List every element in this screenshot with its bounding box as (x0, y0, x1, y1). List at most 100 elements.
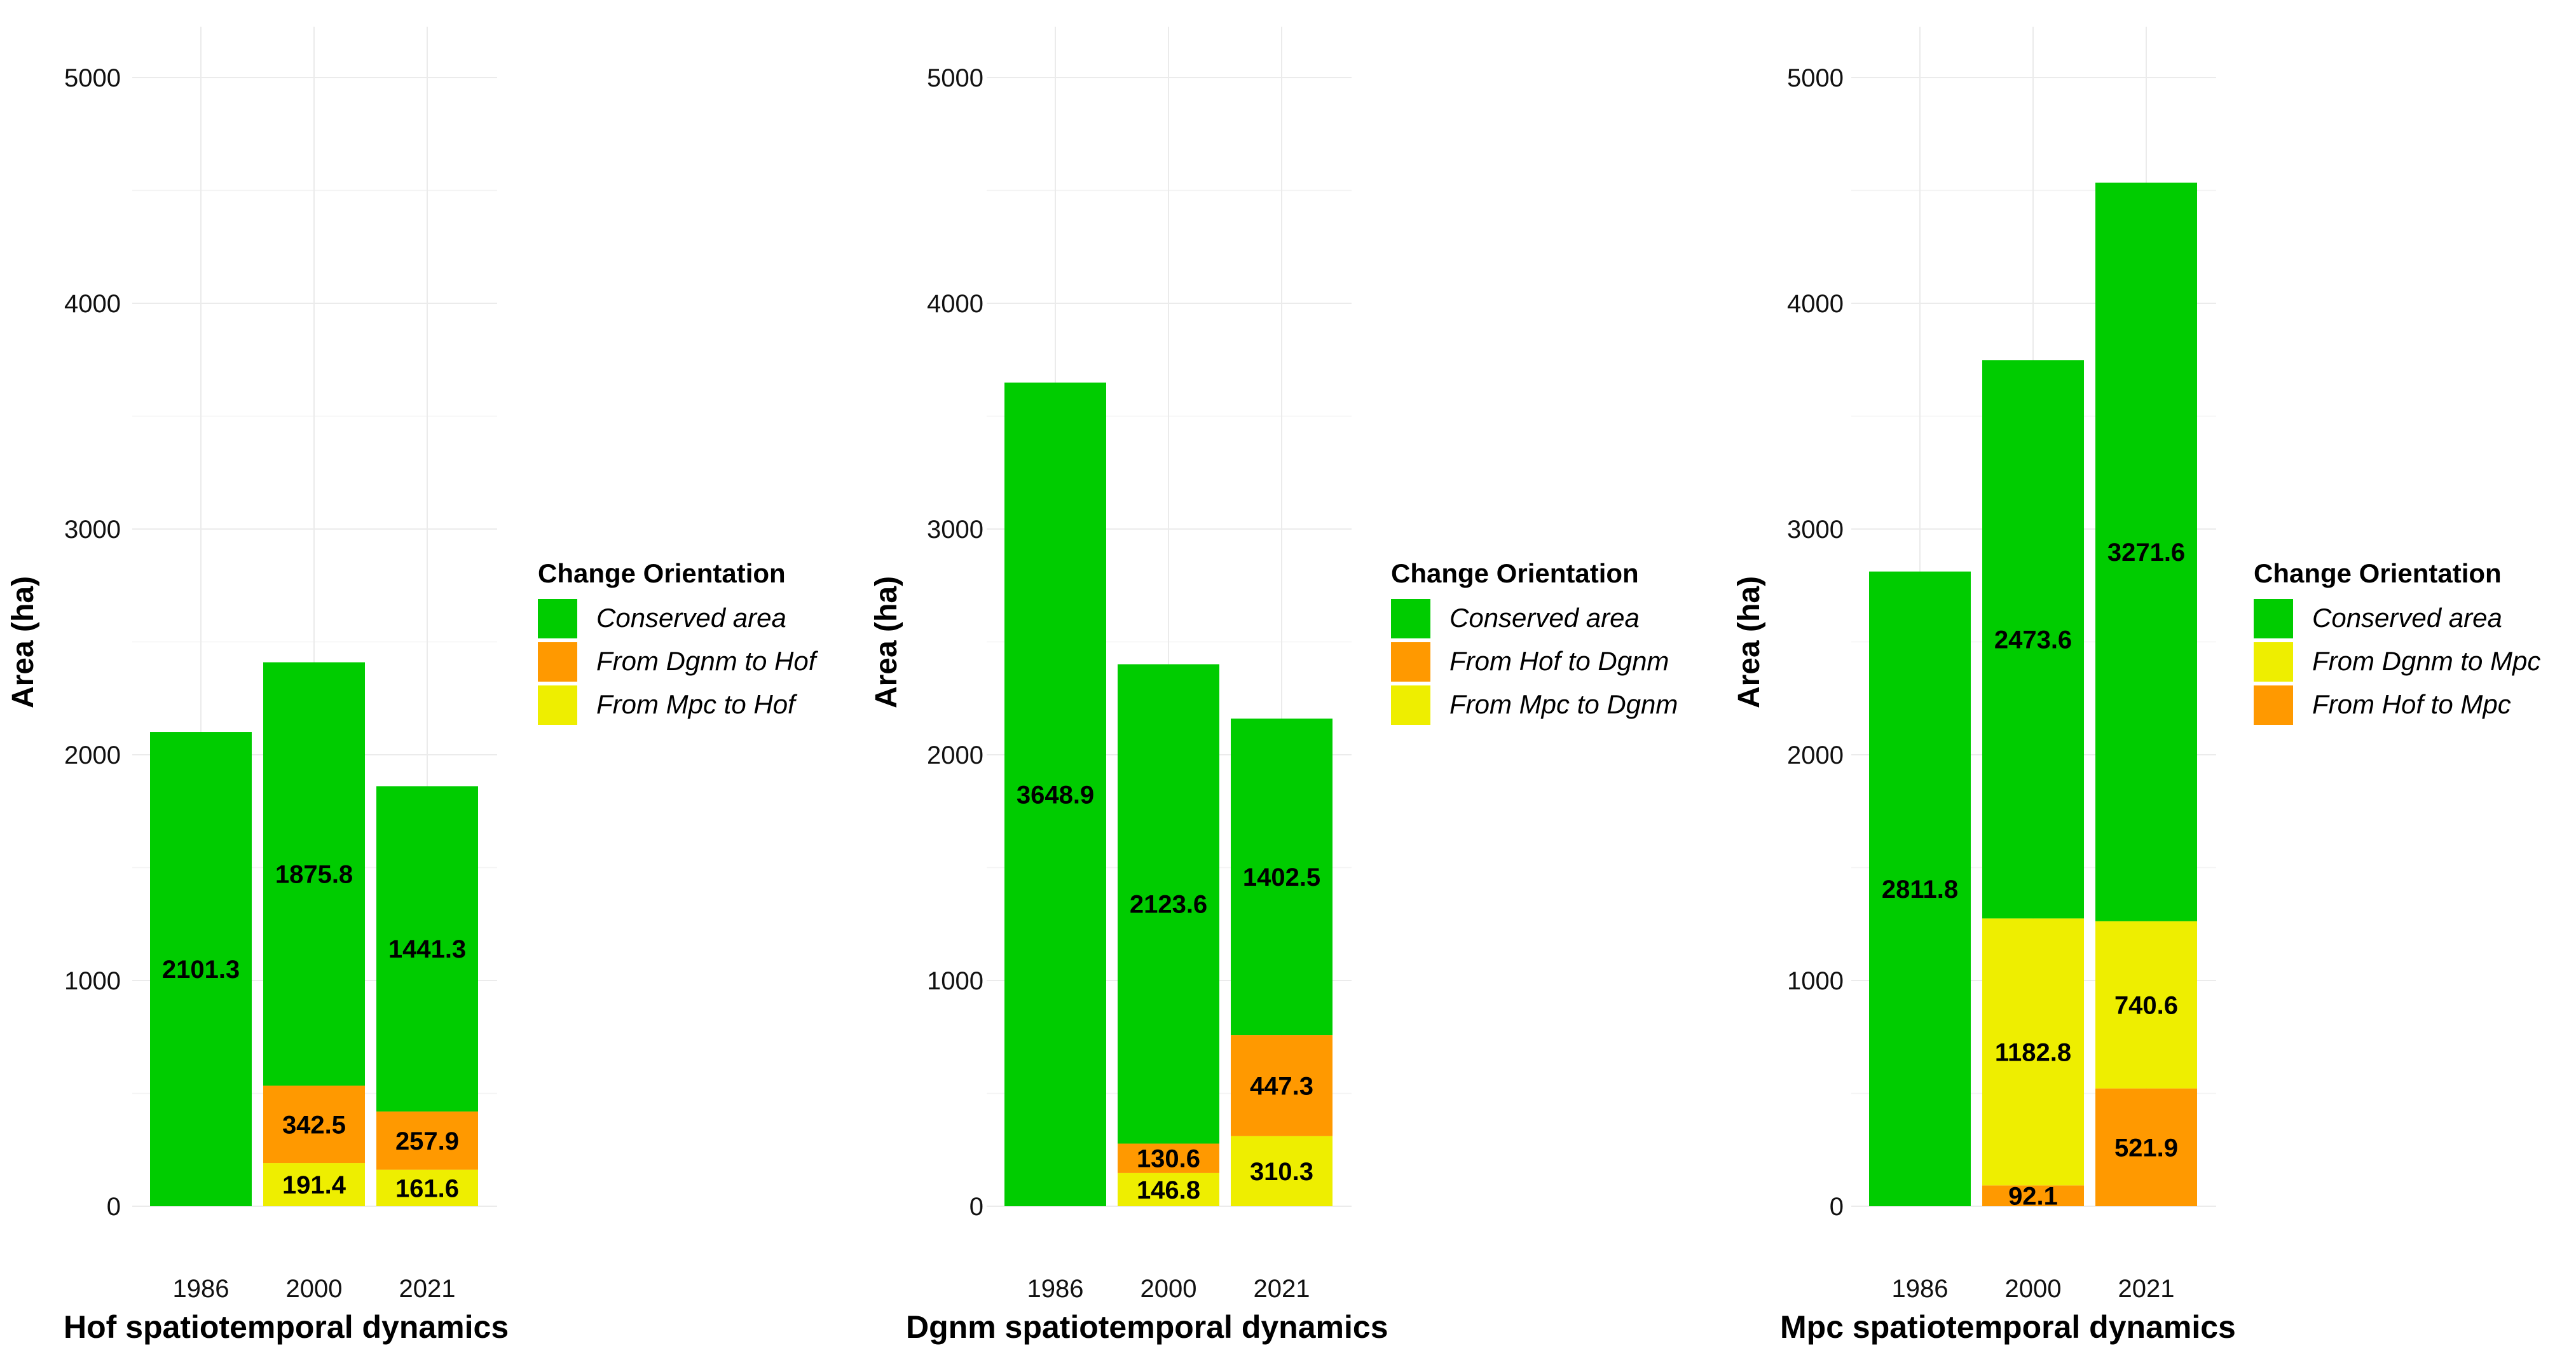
bar-segment (1118, 1173, 1219, 1206)
y-tick-label: 2000 (1787, 741, 1844, 769)
bar-segment (376, 1169, 478, 1206)
legend-item-label: Conserved area (596, 603, 786, 633)
data-label: 447.3 (1250, 1072, 1313, 1100)
x-tick-label: 2000 (286, 1275, 343, 1303)
data-label: 191.4 (282, 1171, 346, 1199)
data-label: 92.1 (2008, 1183, 2058, 1211)
data-label: 146.8 (1137, 1176, 1200, 1204)
legend-swatch (2254, 642, 2293, 682)
chart-panel-2: 0 1000 2000 3000 4000 5000 3648.9 1986 146.8 130.… (870, 27, 1678, 1345)
x-tick-label: 2021 (2118, 1275, 2175, 1303)
y-tick-label: 1000 (927, 967, 983, 995)
bar-segment (1231, 1035, 1333, 1136)
legend-item-label: Conserved area (1449, 603, 1640, 633)
y-axis-label: Area (ha) (870, 576, 903, 708)
chart-panel-1: 0 1000 2000 3000 4000 5000 2101.3 1986 191.4 342.… (6, 27, 819, 1345)
y-tick-label: 5000 (64, 64, 121, 92)
data-label: 740.6 (2114, 991, 2178, 1019)
data-label: 310.3 (1250, 1158, 1313, 1186)
data-label: 130.6 (1137, 1145, 1200, 1173)
bar-segment (1118, 1143, 1219, 1173)
legend-swatch (538, 599, 577, 638)
data-label: 342.5 (282, 1111, 346, 1139)
data-label: 257.9 (395, 1127, 459, 1155)
chart-title: Hof spatiotemporal dynamics (64, 1309, 509, 1345)
legend-item-label: From Mpc to Dgnm (1449, 689, 1678, 719)
chart-title: Mpc spatiotemporal dynamics (1780, 1309, 2236, 1345)
legend-item-label: From Hof to Mpc (2312, 689, 2511, 719)
data-label: 1441.3 (388, 935, 466, 963)
y-tick-label: 4000 (64, 290, 121, 318)
bar-segment (1982, 918, 2084, 1186)
bar-segment (1982, 360, 2084, 919)
y-tick-label: 0 (1830, 1193, 1844, 1221)
legend-swatch (2254, 685, 2293, 725)
x-tick-label: 1986 (1027, 1275, 1084, 1303)
bar-segment (150, 732, 252, 1206)
y-tick-label: 5000 (927, 64, 983, 92)
data-label: 1402.5 (1243, 863, 1320, 891)
legend-item-label: From Dgnm to Hof (596, 646, 819, 676)
legend-title: Change Orientation (538, 558, 786, 588)
x-tick-label: 1986 (173, 1275, 230, 1303)
chart-title: Dgnm spatiotemporal dynamics (906, 1309, 1388, 1345)
data-label: 3271.6 (2107, 539, 2185, 567)
y-tick-label: 2000 (927, 741, 983, 769)
x-tick-label: 2021 (1254, 1275, 1310, 1303)
data-label: 3648.9 (1017, 781, 1094, 809)
y-tick-label: 3000 (64, 516, 121, 544)
data-label: 2473.6 (1994, 626, 2072, 654)
data-label: 521.9 (2114, 1134, 2178, 1162)
bar-segment (2095, 1088, 2197, 1206)
legend-swatch (1391, 599, 1430, 638)
y-axis-label: Area (ha) (1732, 576, 1766, 708)
bar-segment (1004, 382, 1106, 1206)
data-label: 1182.8 (1995, 1038, 2071, 1066)
x-tick-label: 2021 (399, 1275, 456, 1303)
y-axis-label: Area (ha) (6, 576, 40, 708)
data-label: 161.6 (395, 1174, 459, 1202)
legend-title: Change Orientation (1391, 558, 1639, 588)
y-tick-label: 0 (107, 1193, 121, 1221)
legend-swatch (538, 642, 577, 682)
y-tick-label: 2000 (64, 741, 121, 769)
bar-segment (2095, 921, 2197, 1089)
data-label: 2123.6 (1130, 891, 1207, 919)
legend-swatch (538, 685, 577, 725)
bar-segment (263, 1085, 365, 1164)
legend-item-label: From Hof to Dgnm (1449, 646, 1669, 676)
legend-item-label: Conserved area (2312, 603, 2502, 633)
x-tick-label: 2000 (2005, 1275, 2062, 1303)
y-tick-label: 3000 (1787, 516, 1844, 544)
chart-panel-3: 0 1000 2000 3000 4000 5000 2811.8 1986 92.1 1182.… (1732, 27, 2540, 1345)
bar-segment (263, 662, 365, 1086)
data-label: 2101.3 (162, 956, 240, 984)
y-tick-label: 0 (969, 1193, 983, 1221)
bar-segment (1118, 664, 1219, 1144)
y-tick-label: 5000 (1787, 64, 1844, 92)
legend-swatch (2254, 599, 2293, 638)
bar-segment (1869, 571, 1971, 1206)
x-tick-label: 1986 (1892, 1275, 1949, 1303)
x-tick-label: 2000 (1141, 1275, 1197, 1303)
legend: Change Orientation Conserved area From Dgn… (538, 558, 819, 725)
bar-segment (376, 1111, 478, 1170)
bar-segment (376, 786, 478, 1112)
legend-item-label: From Dgnm to Mpc (2312, 646, 2540, 676)
y-tick-label: 4000 (927, 290, 983, 318)
y-tick-label: 4000 (1787, 290, 1844, 318)
data-label: 2811.8 (1882, 876, 1958, 904)
y-tick-label: 1000 (64, 967, 121, 995)
legend-swatch (1391, 642, 1430, 682)
bar-segment (1982, 1185, 2084, 1206)
legend-title: Change Orientation (2254, 558, 2502, 588)
data-label: 1875.8 (275, 861, 353, 889)
y-tick-label: 1000 (1787, 967, 1844, 995)
y-tick-label: 3000 (927, 516, 983, 544)
legend-item-label: From Mpc to Hof (596, 689, 798, 719)
legend: Change Orientation Conserved area From Hof… (1391, 558, 1678, 725)
bar-segment (263, 1163, 365, 1206)
legend-swatch (1391, 685, 1430, 725)
bar-segment (1231, 1136, 1333, 1206)
